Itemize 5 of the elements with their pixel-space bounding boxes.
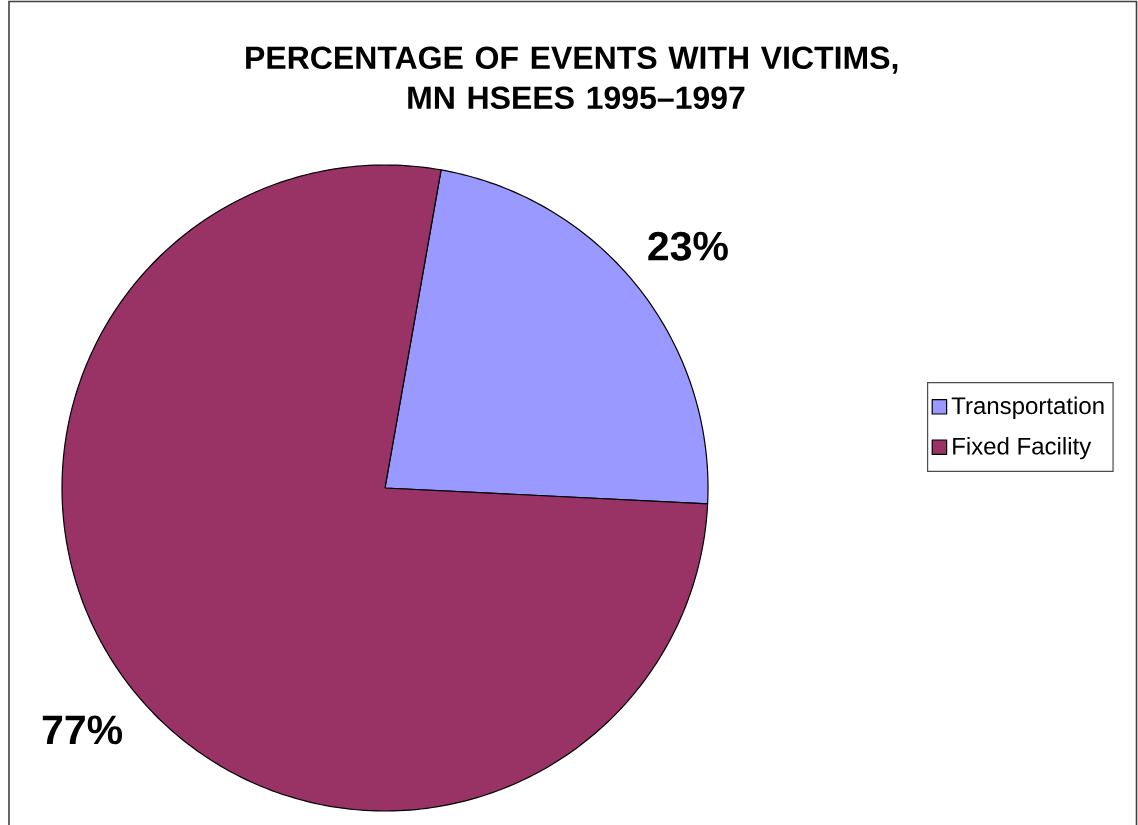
data-label: 77%	[42, 715, 123, 745]
data-label: 23%	[648, 231, 728, 261]
legend-label: Fixed Facility	[953, 437, 1092, 460]
chart-title: PERCENTAGE OF EVENTS WITH VICTIMS, MN HSEES 1995–1997	[246, 46, 898, 110]
legend-label: Transportation	[951, 396, 1104, 419]
